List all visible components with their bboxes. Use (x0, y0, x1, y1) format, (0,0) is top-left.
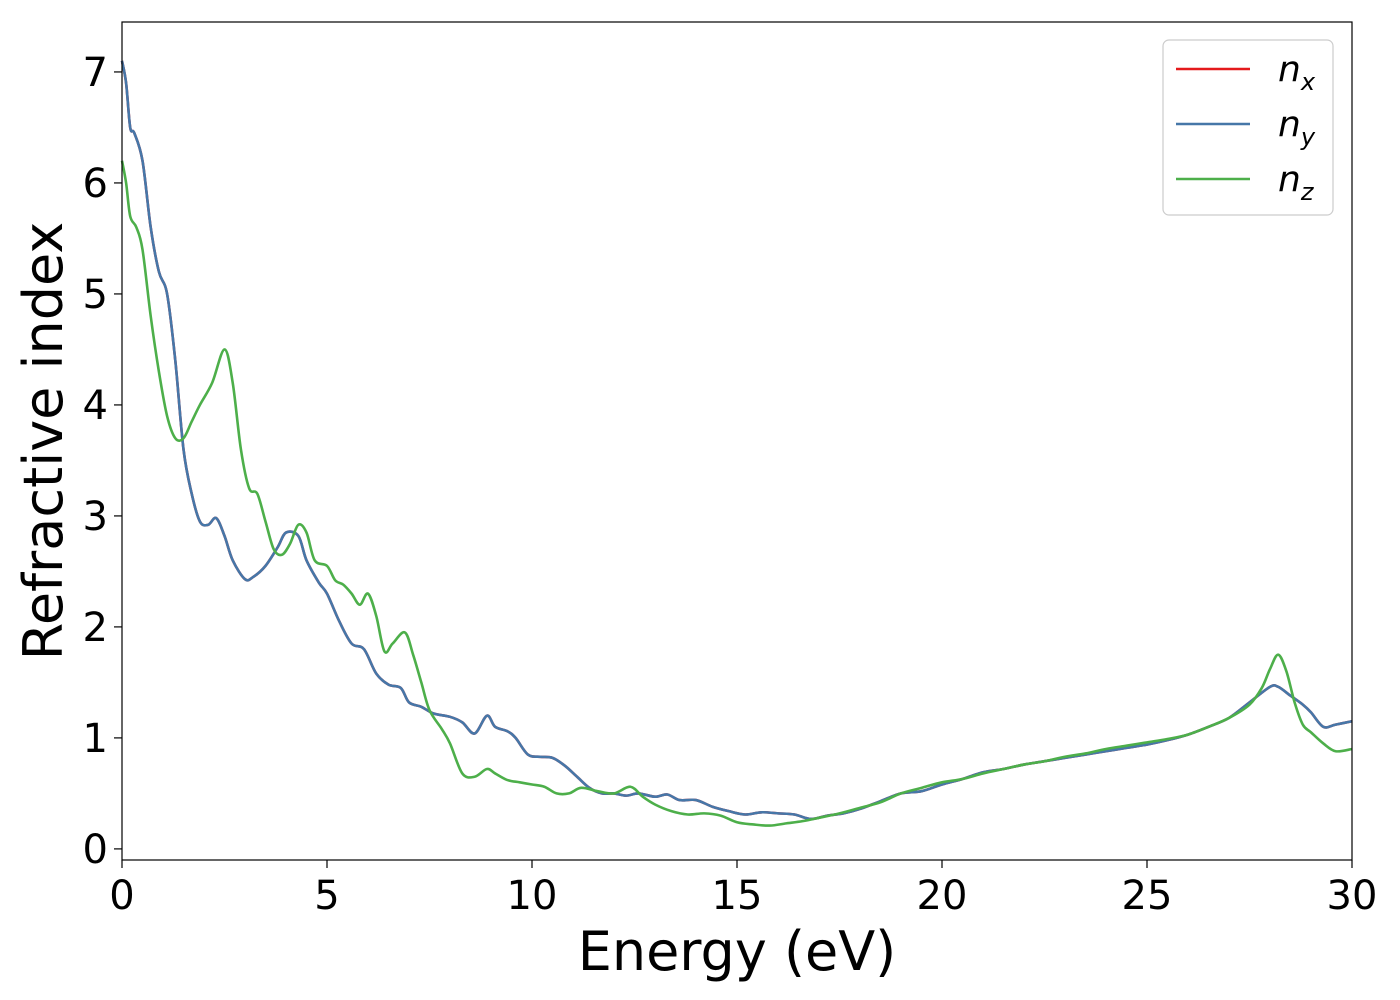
x-tick-label: 10 (507, 873, 558, 919)
legend-label-main: n (1278, 104, 1301, 145)
x-tick-label: 15 (712, 873, 763, 919)
y-tick-label: 0 (83, 827, 108, 873)
legend-label-main: n (1278, 159, 1301, 200)
legend-label-subscript: y (1300, 123, 1316, 151)
x-tick-label: 5 (314, 873, 339, 919)
ticks-layer: 0 5 10 15 20 25 30 0 1 2 3 4 5 6 7 (83, 50, 1378, 919)
legend-label-ny: ny (1278, 104, 1316, 151)
x-tick-label: 20 (917, 873, 968, 919)
y-tick-label: 3 (83, 494, 108, 540)
y-tick-label: 4 (83, 383, 108, 429)
series-layer (120, 60, 1353, 827)
legend-box (1162, 39, 1334, 216)
legend-label-subscript: z (1300, 178, 1315, 206)
y-tick-label: 6 (83, 161, 108, 207)
y-axis-label: Refractive index (12, 222, 75, 661)
y-tick-label: 2 (83, 605, 108, 651)
y-tick-label: 5 (83, 272, 108, 318)
x-axis-label: Energy (eV) (578, 920, 897, 983)
x-tick-label: 25 (1122, 873, 1173, 919)
y-tick-label: 1 (83, 716, 108, 762)
x-tick-label: 30 (1327, 873, 1378, 919)
legend-label-nz: nz (1278, 159, 1315, 206)
y-tick-label: 7 (83, 50, 108, 96)
series-line-ny (120, 60, 1353, 821)
legend-label-subscript: x (1300, 68, 1316, 96)
x-tick-label: 0 (109, 873, 134, 919)
legend-label-main: n (1278, 49, 1301, 90)
legend-label-nx: nx (1278, 49, 1316, 96)
series-line-nz (120, 160, 1353, 827)
